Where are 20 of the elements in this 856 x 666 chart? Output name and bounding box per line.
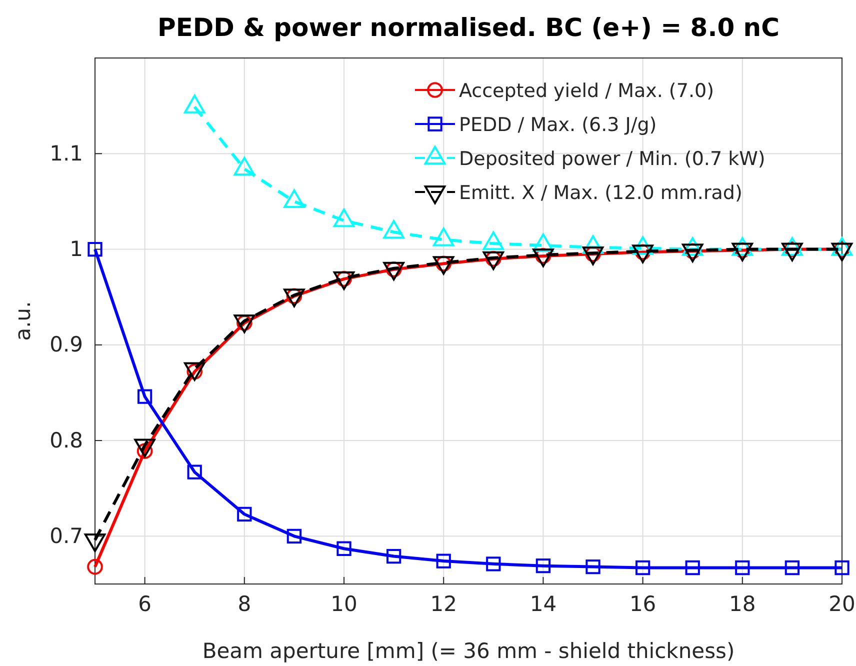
legend-label: Emitt. X / Max. (12.0 mm.rad) bbox=[459, 182, 742, 204]
y-tick-label: 0.7 bbox=[50, 524, 83, 548]
legend-label: Deposited power / Min. (0.7 kW) bbox=[459, 148, 766, 170]
y-tick-label: 1 bbox=[70, 236, 83, 261]
x-tick-label: 18 bbox=[729, 592, 756, 616]
x-tick-label: 16 bbox=[629, 592, 656, 616]
x-tick-label: 6 bbox=[138, 592, 152, 616]
y-axis-title: a.u. bbox=[11, 301, 35, 341]
x-tick-label: 10 bbox=[330, 592, 358, 616]
chart-title: PEDD & power normalised. BC (e+) = 8.0 nC bbox=[158, 13, 780, 42]
legend-label: PEDD / Max. (6.3 J/g) bbox=[459, 114, 657, 136]
y-tick-label: 0.9 bbox=[50, 332, 83, 357]
x-tick-label: 20 bbox=[828, 592, 856, 616]
x-tick-label: 12 bbox=[430, 592, 457, 616]
y-tick-label: 1.1 bbox=[50, 141, 83, 166]
legend-label: Accepted yield / Max. (7.0) bbox=[459, 80, 714, 102]
x-tick-label: 14 bbox=[530, 592, 557, 616]
y-tick-label: 0.8 bbox=[50, 428, 83, 452]
x-tick-label: 8 bbox=[238, 592, 252, 616]
x-axis-title: Beam aperture [mm] (= 36 mm - shield thickness) bbox=[202, 639, 735, 663]
